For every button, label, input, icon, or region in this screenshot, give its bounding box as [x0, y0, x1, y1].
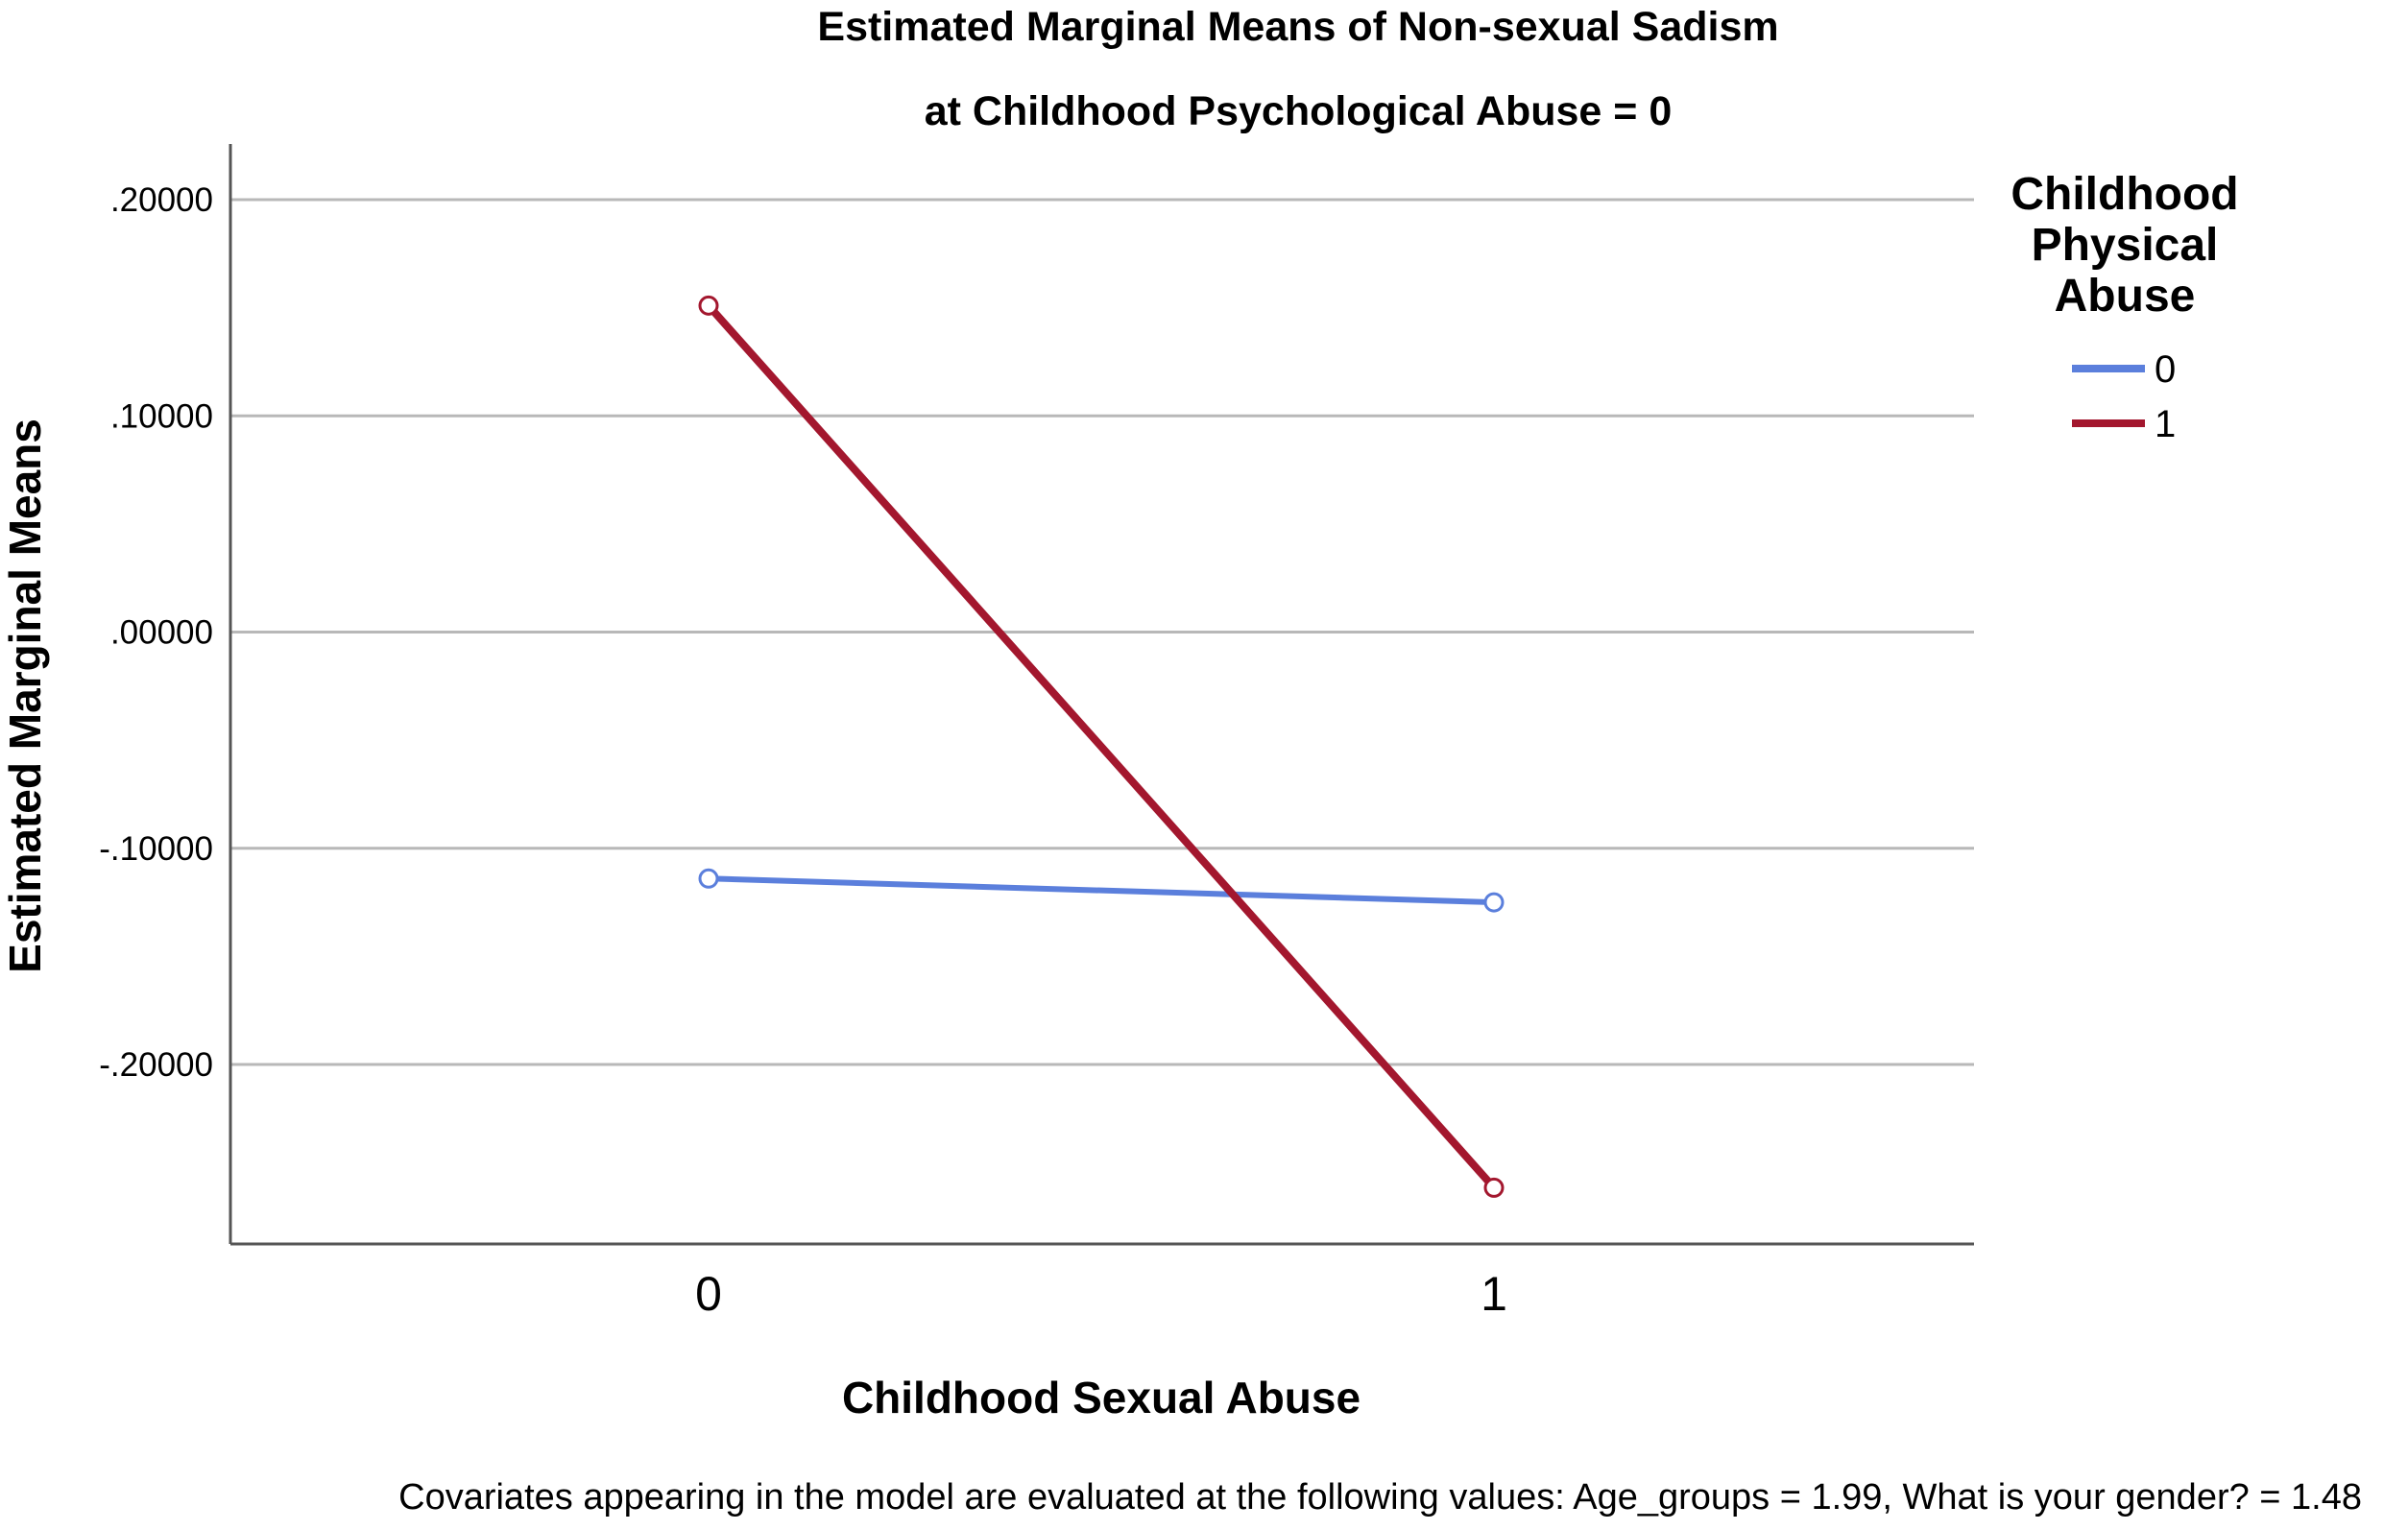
- chart-title: Estimated Marginal Means of Non-sexual S…: [817, 4, 1778, 50]
- series-0: [698, 868, 1505, 913]
- x-tick-label: 1: [1481, 1267, 1507, 1321]
- data-point: [1483, 1177, 1505, 1198]
- data-point: [698, 868, 719, 889]
- legend-items: 01: [2072, 348, 2176, 445]
- y-tick-label: .20000: [110, 181, 213, 219]
- y-tick-label: -.10000: [99, 830, 213, 868]
- y-tick-label: .00000: [110, 614, 213, 652]
- legend-item: 1: [2072, 403, 2176, 445]
- y-axis-ticks: .20000 .10000 .00000 -.10000 -.20000: [99, 181, 213, 1084]
- x-axis-label: Childhood Sexual Abuse: [842, 1373, 1361, 1422]
- covariates-footnote: Covariates appearing in the model are ev…: [398, 1477, 2362, 1518]
- legend-label: 0: [2155, 348, 2176, 391]
- legend-title-line: Physical: [2032, 220, 2219, 271]
- series-line: [705, 301, 1498, 1192]
- legend-title-line: Abuse: [2055, 271, 2196, 322]
- y-tick-label: .10000: [110, 397, 213, 435]
- series-line: [706, 875, 1497, 906]
- gridlines: [230, 198, 1974, 1066]
- series-1: [698, 295, 1505, 1198]
- y-axis-label: Estimated Marginal Means: [0, 418, 50, 973]
- data-point: [698, 295, 719, 316]
- legend-label: 1: [2155, 403, 2176, 445]
- data-point: [1483, 892, 1505, 913]
- chart-subtitle: at Childhood Psychological Abuse = 0: [925, 88, 1673, 134]
- legend-item: 0: [2072, 348, 2176, 391]
- y-tick-label: -.20000: [99, 1046, 213, 1084]
- series-layer: [698, 295, 1505, 1198]
- x-tick-label: 0: [695, 1267, 722, 1321]
- legend-title-line: Childhood: [2011, 169, 2238, 220]
